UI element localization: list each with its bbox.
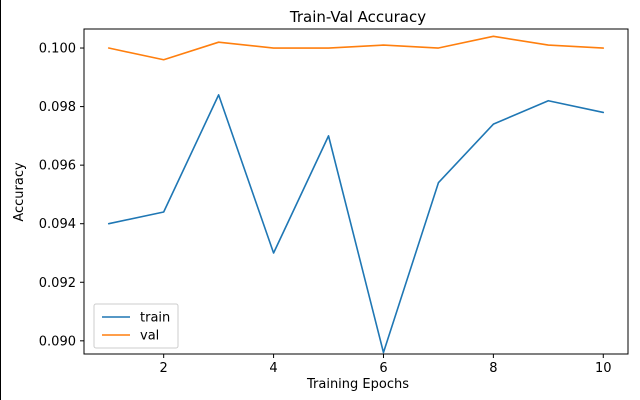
x-tick-label: 6 (379, 361, 387, 376)
y-tick-label: 0.100 (39, 42, 76, 57)
y-tick-label: 0.094 (39, 217, 76, 232)
axes-frame (83, 28, 629, 355)
plot-area: 2 4 6 8 10 0.090 0.092 0.094 0.096 0.098 0.100 tr… (39, 28, 629, 376)
y-tick-label: 0.096 (39, 159, 76, 174)
legend-box (93, 303, 179, 349)
x-axis-label: Training Epochs (306, 377, 409, 392)
x-tick-label: 4 (269, 361, 277, 376)
legend-items: train val (102, 311, 170, 344)
legend: train val (93, 303, 179, 349)
y-axis-ticks: 0.090 0.092 0.094 0.096 0.098 0.100 (39, 42, 84, 349)
legend-label-train: train (140, 311, 170, 326)
x-tick-label: 10 (595, 361, 612, 376)
y-tick-label: 0.090 (39, 334, 76, 349)
y-tick-label: 0.092 (39, 276, 76, 291)
series-layer (107, 35, 605, 354)
series-line-train (107, 94, 605, 354)
x-axis-ticks: 2 4 6 8 10 (160, 354, 612, 376)
y-axis-label: Accuracy (12, 162, 27, 222)
y-tick-label: 0.098 (39, 100, 76, 115)
legend-label-val: val (140, 329, 159, 344)
chart-title: Train-Val Accuracy (289, 8, 426, 26)
x-tick-label: 8 (489, 361, 497, 376)
x-tick-label: 2 (160, 361, 168, 376)
series-line-val (107, 35, 605, 61)
